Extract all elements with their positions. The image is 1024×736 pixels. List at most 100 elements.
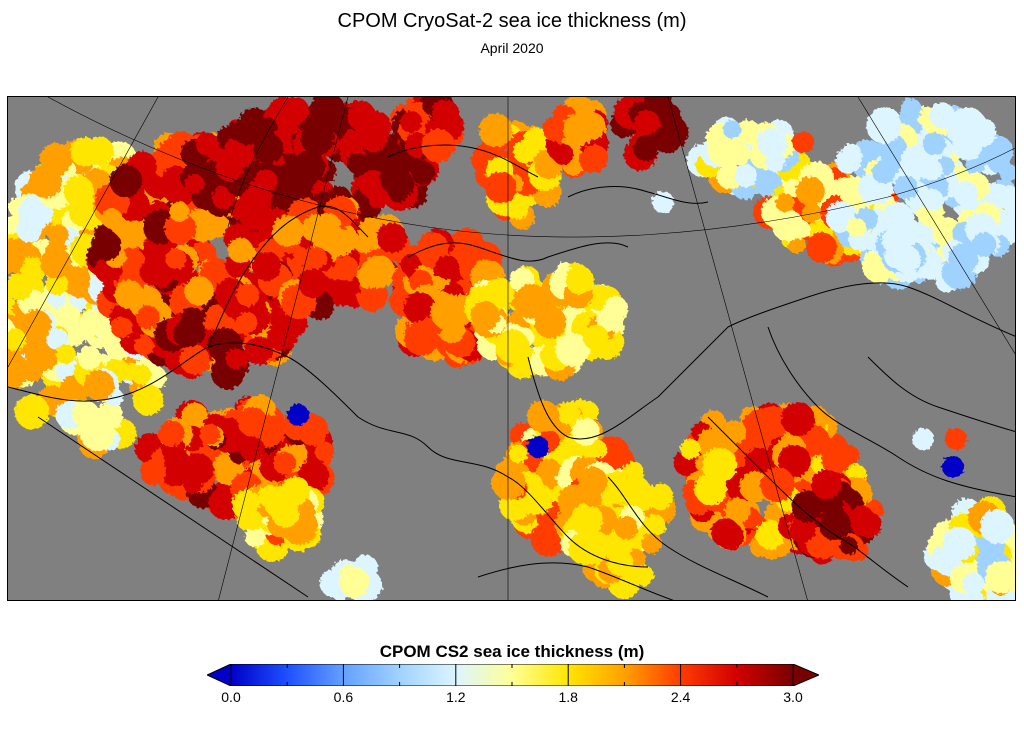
ice-thickness-cell: [835, 148, 861, 174]
ice-thickness-cell: [56, 344, 76, 365]
ice-thickness-cell: [40, 247, 72, 279]
colorbar-tick-label: 0.6: [333, 689, 354, 705]
colorbar-tick-label: 0.0: [221, 689, 241, 705]
ice-thickness-cell: [568, 532, 601, 565]
ice-thickness-cell: [922, 189, 944, 211]
ice-thickness-cell: [121, 362, 141, 382]
ice-thickness-cell: [795, 176, 825, 206]
colorbar-tick-label: 1.2: [446, 689, 466, 705]
ice-thickness-cell: [495, 329, 530, 364]
ice-thickness-cell: [755, 520, 785, 550]
ice-thickness-cell: [134, 336, 154, 356]
ice-thickness-cell: [470, 301, 500, 331]
ice-thickness-cell: [46, 328, 69, 351]
ice-thickness-cell: [647, 483, 674, 510]
ice-thickness-cell: [971, 232, 997, 257]
ice-thickness-cell: [789, 517, 816, 544]
ice-thickness-cell: [173, 321, 199, 347]
ice-thickness-cell: [491, 466, 526, 500]
ice-thickness-cell: [379, 162, 411, 194]
ice-thickness-cell: [551, 143, 574, 165]
ice-thickness-cell: [114, 279, 144, 309]
ice-thickness-cell: [999, 163, 1015, 182]
ice-thickness-cell: [305, 246, 327, 269]
ice-thickness-cell: [45, 273, 69, 296]
ice-thickness-cell: [734, 164, 758, 188]
sea-ice-thickness-map: [7, 96, 1016, 601]
ice-thickness-cell: [21, 309, 52, 340]
ice-thickness-cell: [777, 444, 811, 478]
ice-thickness-cell: [165, 248, 187, 270]
ice-thickness-cell: [633, 565, 654, 586]
ice-thickness-cell: [162, 165, 189, 193]
ice-thickness-cell: [430, 294, 467, 330]
ice-thickness-cell: [300, 121, 335, 156]
ice-thickness-cell: [361, 254, 396, 289]
ice-thickness-cell: [411, 161, 435, 185]
ice-thickness-cell: [8, 273, 33, 301]
ice-thickness-cell: [727, 142, 751, 166]
ice-thickness-cell: [70, 137, 100, 167]
ice-thickness-cell: [353, 231, 375, 253]
ice-thickness-cell: [879, 155, 901, 176]
ice-thickness-cell: [755, 405, 790, 439]
ice-thickness-cell: [376, 222, 407, 253]
ice-thickness-cell: [404, 320, 439, 356]
ice-thickness-cell: [478, 113, 513, 148]
coastline: [8, 342, 649, 568]
ice-thickness-cell: [922, 159, 943, 181]
ice-thickness-cell: [400, 111, 422, 133]
colorbar: [207, 664, 819, 686]
ice-thickness-cell: [942, 526, 977, 561]
ice-thickness-cell: [273, 452, 297, 475]
ice-thickness-cell: [572, 418, 600, 446]
ice-thickness-cell: [237, 407, 268, 437]
ice-thickness-cell: [582, 144, 609, 171]
ice-thickness-cell: [236, 283, 260, 307]
ice-thickness-cell: [806, 232, 837, 263]
ice-thickness-cell: [109, 164, 143, 198]
colorbar-title: CPOM CS2 sea ice thickness (m): [379, 642, 645, 661]
ice-thickness-cell: [984, 560, 1015, 594]
ice-thickness-cell: [945, 428, 967, 450]
ice-thickness-cell: [820, 494, 844, 518]
ice-thickness-cell: [539, 458, 560, 480]
ice-thickness-cell: [633, 110, 660, 136]
ice-thickness-cell: [947, 108, 982, 144]
ice-thickness-cell: [79, 415, 116, 452]
ice-thickness-cell: [298, 268, 328, 299]
ice-thickness-cell: [8, 238, 26, 274]
ice-thickness-cell: [164, 212, 197, 245]
coastline: [407, 242, 629, 262]
ice-thickness-cell: [194, 217, 219, 242]
ice-thickness-cell: [292, 150, 326, 184]
ice-thickness-cell: [509, 444, 528, 464]
ice-thickness-cell: [132, 384, 164, 416]
coastline: [37, 416, 309, 598]
ice-thickness-cell: [83, 370, 115, 401]
ice-thickness-cell: [8, 294, 15, 314]
ice-thickness-cell: [47, 224, 69, 246]
ice-thickness-cell: [839, 536, 858, 555]
ice-thickness-cell: [942, 456, 964, 478]
ice-thickness-cell: [505, 195, 529, 220]
map-title: CPOM CryoSat-2 sea ice thickness (m): [337, 10, 687, 32]
ice-thickness-cell: [251, 251, 282, 281]
ice-thickness-cell: [267, 320, 298, 352]
ice-thickness-cell: [1003, 194, 1015, 221]
graticule-line: [857, 97, 1015, 355]
coastline: [607, 476, 769, 598]
coastline: [707, 416, 909, 588]
ice-thickness-cell: [588, 439, 607, 459]
ice-thickness-cell: [979, 509, 1015, 544]
ice-thickness-cell: [20, 356, 45, 382]
ice-thickness-cell: [77, 346, 102, 370]
ice-thickness-cell: [239, 491, 261, 513]
ice-thickness-cell: [244, 526, 266, 548]
ice-thickness-cell: [272, 215, 304, 247]
coastline: [767, 326, 1015, 498]
ice-thickness-cell: [16, 216, 42, 243]
colorbar-max-extend-arrow: [792, 664, 819, 686]
ice-thickness-cell: [250, 120, 271, 141]
ice-thickness-cell: [694, 472, 728, 506]
